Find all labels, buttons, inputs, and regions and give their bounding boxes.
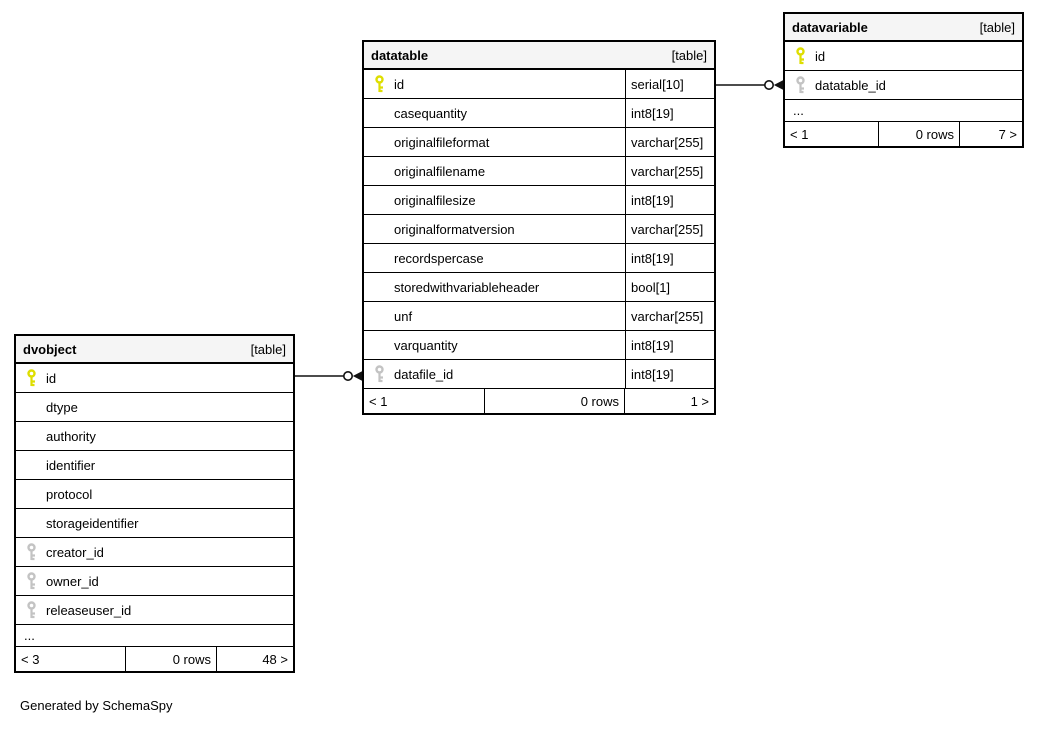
table-row: releaseuser_id <box>16 596 293 625</box>
column-name: storedwithvariableheader <box>394 279 540 295</box>
column-name: originalfilename <box>394 163 486 179</box>
table-title: datatable <box>371 47 429 63</box>
pager-next: 48 > <box>262 651 288 667</box>
column-name: id <box>815 48 826 64</box>
column-type: int8[19] <box>625 331 714 359</box>
more-columns-ellipsis: ... <box>16 625 293 647</box>
row-count: 0 rows <box>485 389 625 413</box>
column-name: creator_id <box>46 544 104 560</box>
table-row: originalfilesize int8[19] <box>364 186 714 215</box>
column-name: protocol <box>46 486 93 502</box>
column-name: recordspercase <box>394 250 484 266</box>
table-row: varquantity int8[19] <box>364 331 714 360</box>
table-row: id serial[10] <box>364 70 714 99</box>
table-row: recordspercase int8[19] <box>364 244 714 273</box>
table-footer: < 1 0 rows 1 > <box>364 389 714 413</box>
table-type-badge: [table] <box>250 341 286 357</box>
pager-prev: < 1 <box>364 389 485 413</box>
table-title: dvobject <box>23 341 77 357</box>
column-name: datatable_id <box>815 77 886 93</box>
column-name: datafile_id <box>394 366 454 382</box>
table-header: datatable [table] <box>364 42 714 70</box>
column-name: id <box>46 370 57 386</box>
column-name: casequantity <box>394 105 467 121</box>
column-name: releaseuser_id <box>46 602 132 618</box>
column-type: int8[19] <box>625 244 714 272</box>
table-row: storedwithvariableheader bool[1] <box>364 273 714 302</box>
table-row: identifier <box>16 451 293 480</box>
foreign-key-icon <box>24 543 38 561</box>
column-type: int8[19] <box>625 186 714 214</box>
table-row: creator_id <box>16 538 293 567</box>
column-name: varquantity <box>394 337 458 353</box>
column-type: int8[19] <box>625 99 714 127</box>
primary-key-icon <box>24 369 38 387</box>
column-type: bool[1] <box>625 273 714 301</box>
table-row: id <box>16 364 293 393</box>
foreign-key-icon <box>24 601 38 619</box>
table-header: dvobject [table] <box>16 336 293 364</box>
column-type: varchar[255] <box>625 215 714 243</box>
table-row: authority <box>16 422 293 451</box>
table-row: originalfilename varchar[255] <box>364 157 714 186</box>
table-row: originalformatversion varchar[255] <box>364 215 714 244</box>
table-row: dtype <box>16 393 293 422</box>
pager-next: 7 > <box>998 126 1017 142</box>
zero-cardinality-icon <box>763 80 774 90</box>
primary-key-icon <box>372 75 386 93</box>
generated-by-label: Generated by SchemaSpy <box>20 698 173 713</box>
table-row: protocol <box>16 480 293 509</box>
column-type: varchar[255] <box>625 157 714 185</box>
table-node-datavariable[interactable]: datavariable [table] id datatable_id ...… <box>783 12 1024 148</box>
table-node-datatable[interactable]: datatable [table] id serial[10] casequan… <box>362 40 716 415</box>
primary-key-icon <box>793 47 807 65</box>
table-type-badge: [table] <box>671 47 707 63</box>
pager-next: 1 > <box>690 393 709 409</box>
table-row: id <box>785 42 1022 71</box>
pager-prev: < 1 <box>785 122 879 146</box>
row-count: 0 rows <box>879 122 960 146</box>
column-name: originalfilesize <box>394 192 476 208</box>
table-row: owner_id <box>16 567 293 596</box>
column-type: varchar[255] <box>625 128 714 156</box>
column-name: unf <box>394 308 413 324</box>
table-row: datatable_id <box>785 71 1022 100</box>
table-footer: < 1 0 rows 7 > <box>785 122 1022 146</box>
table-type-badge: [table] <box>979 19 1015 35</box>
column-name: originalfileformat <box>394 134 490 150</box>
relationship-dvobject-datatable <box>295 371 362 381</box>
table-row: datafile_id int8[19] <box>364 360 714 389</box>
column-name: originalformatversion <box>394 221 515 237</box>
column-name: id <box>394 76 405 92</box>
column-type: varchar[255] <box>625 302 714 330</box>
foreign-key-icon <box>793 76 807 94</box>
column-name: authority <box>46 428 96 444</box>
zero-cardinality-icon <box>342 371 353 381</box>
column-type: serial[10] <box>625 70 714 98</box>
table-row: unf varchar[255] <box>364 302 714 331</box>
foreign-key-icon <box>372 365 386 383</box>
table-title: datavariable <box>792 19 868 35</box>
foreign-key-icon <box>24 572 38 590</box>
relationship-datatable-datavariable <box>716 80 783 90</box>
crowsfoot-icon <box>773 80 783 90</box>
crowsfoot-icon <box>352 371 362 381</box>
more-columns-ellipsis: ... <box>785 100 1022 122</box>
table-header: datavariable [table] <box>785 14 1022 42</box>
column-name: storageidentifier <box>46 515 139 531</box>
table-row: storageidentifier <box>16 509 293 538</box>
table-row: casequantity int8[19] <box>364 99 714 128</box>
column-name: owner_id <box>46 573 99 589</box>
table-node-dvobject[interactable]: dvobject [table] id dtype authority iden… <box>14 334 295 673</box>
column-name: dtype <box>46 399 78 415</box>
table-footer: < 3 0 rows 48 > <box>16 647 293 671</box>
column-type: int8[19] <box>625 360 714 388</box>
pager-prev: < 3 <box>16 647 126 671</box>
column-name: identifier <box>46 457 96 473</box>
row-count: 0 rows <box>126 647 217 671</box>
table-row: originalfileformat varchar[255] <box>364 128 714 157</box>
